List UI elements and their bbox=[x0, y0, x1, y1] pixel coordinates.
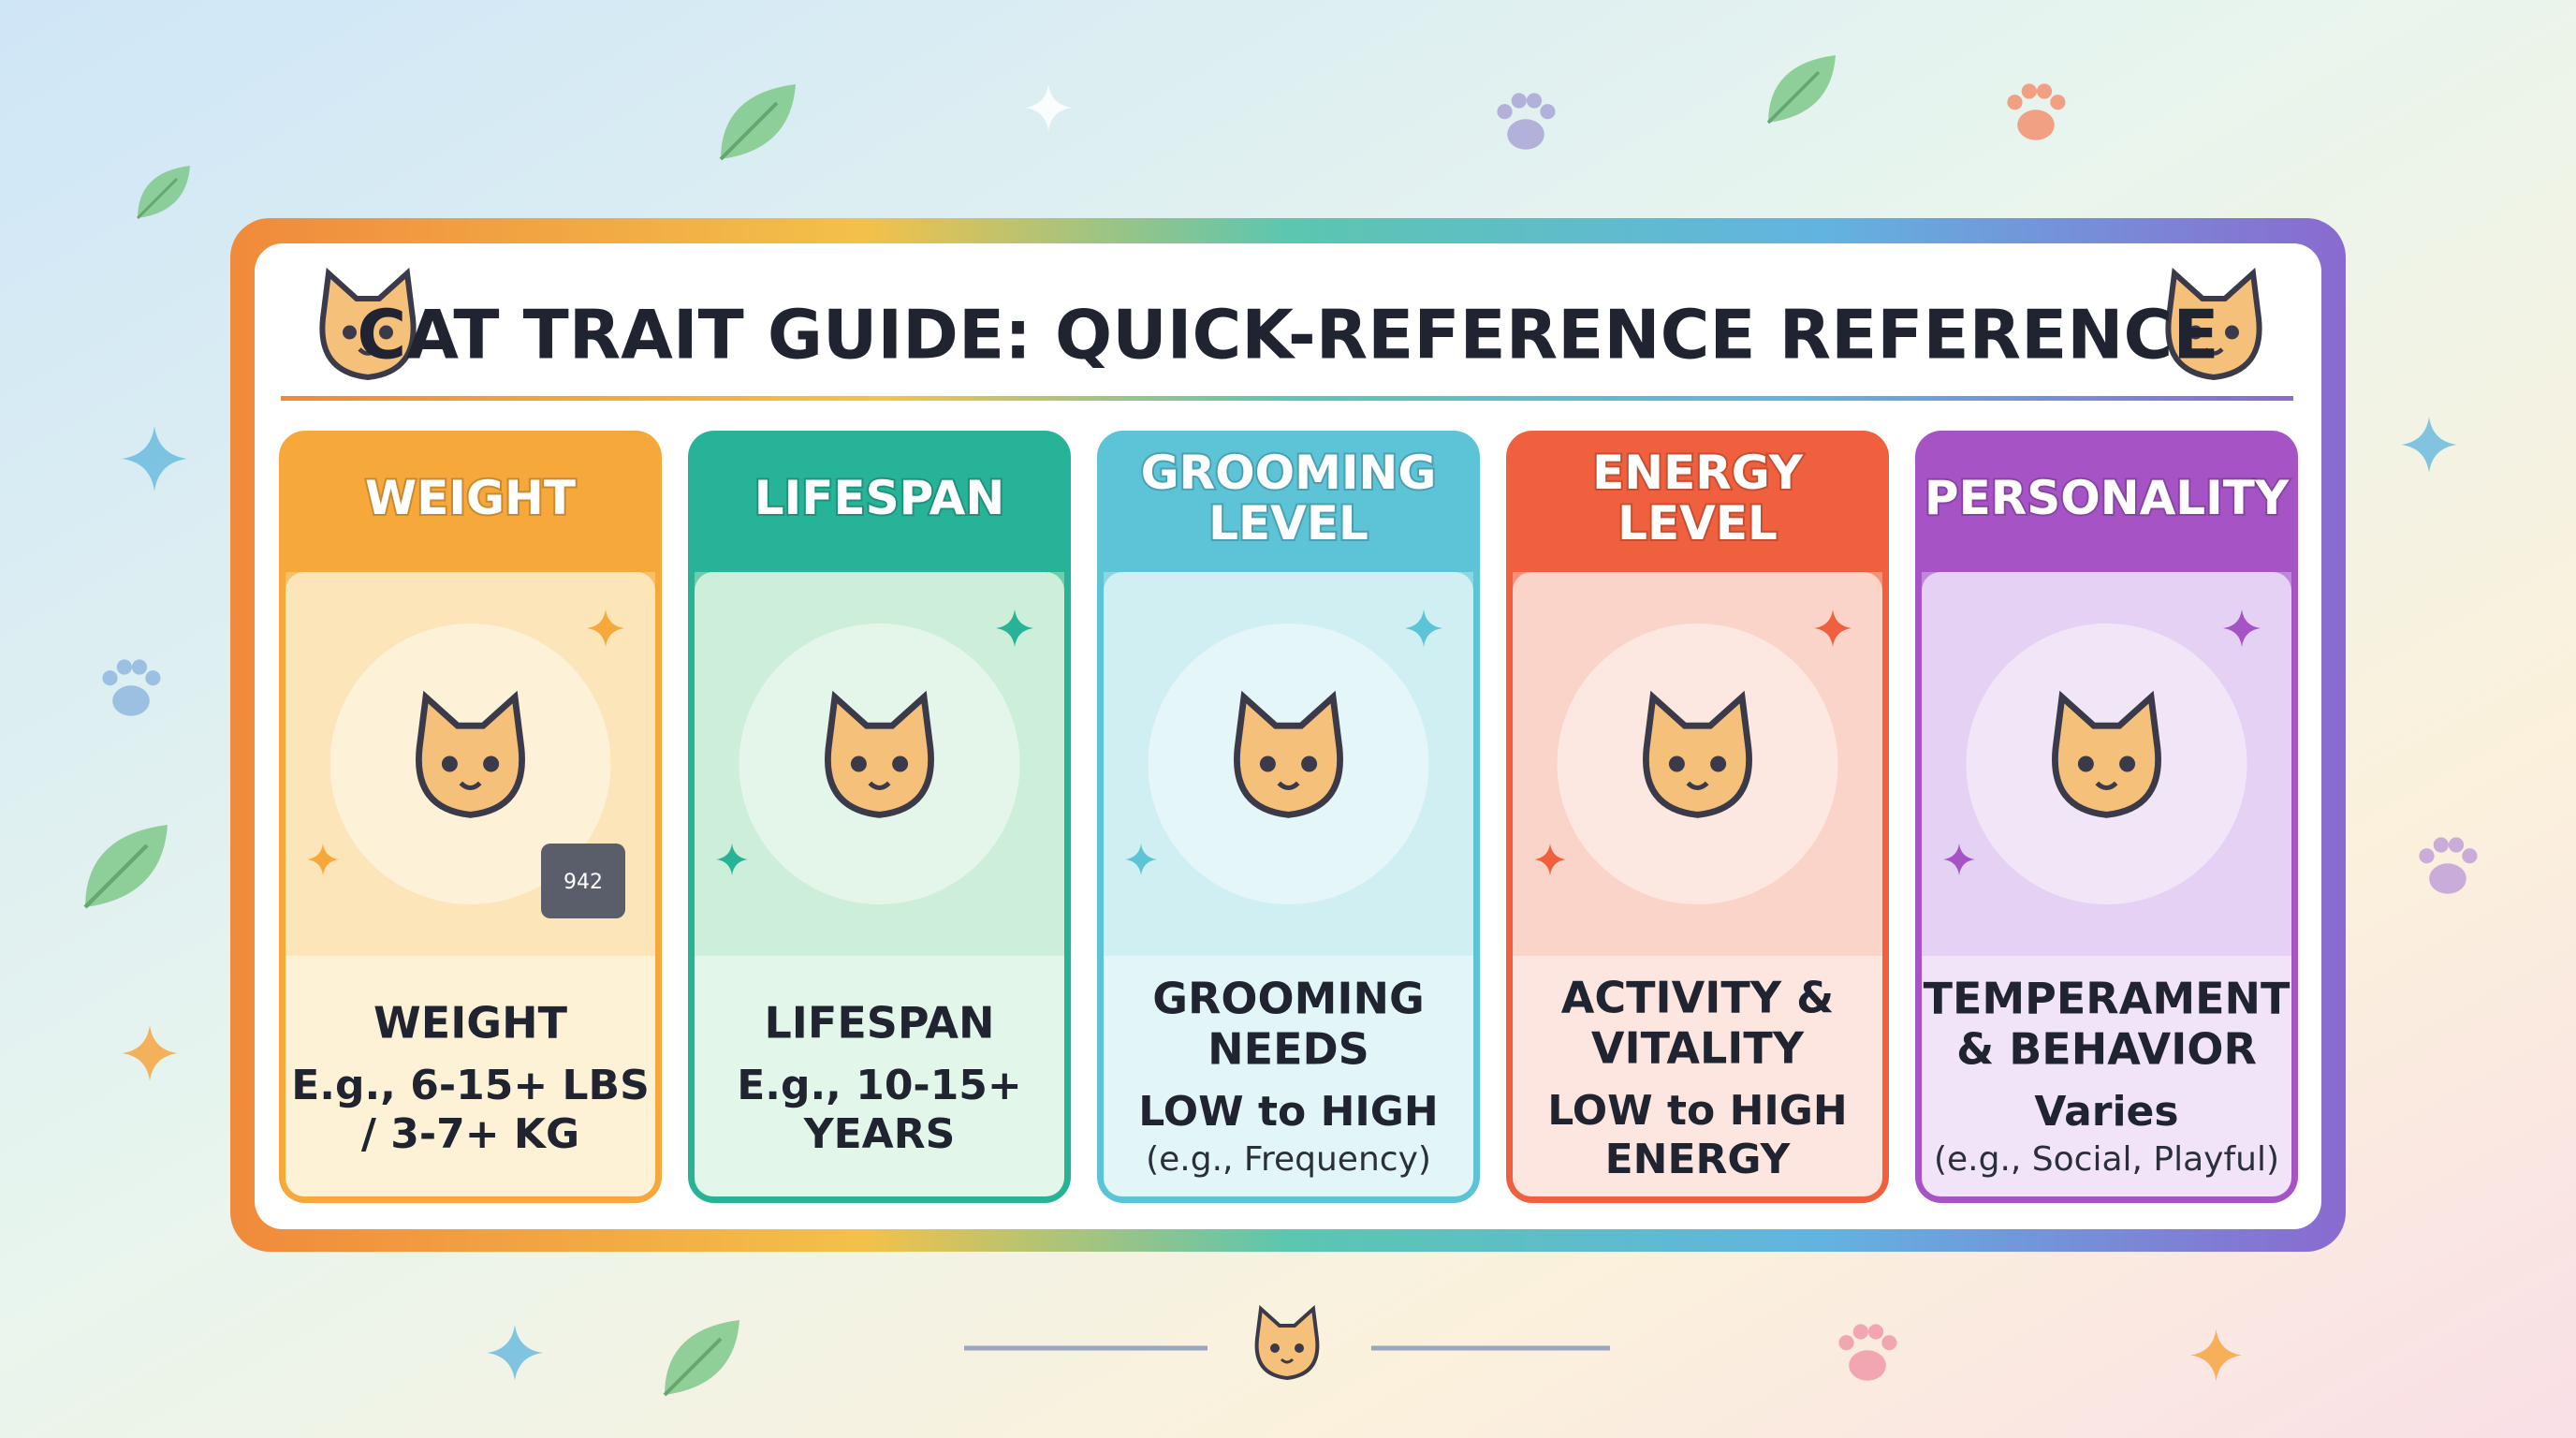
card-label: TEMPERAMENT bbox=[1924, 974, 2291, 1024]
card-header: LIFESPAN bbox=[754, 471, 1004, 525]
trait-card: PERSONALITY TEMPERAMENT& BEHAVIOR Varies (e… bbox=[1915, 431, 2298, 1203]
card-value: E.g., 10-15+ bbox=[737, 1062, 1022, 1109]
card-label: GROOMING bbox=[1152, 974, 1425, 1024]
card-label: ACTIVITY & bbox=[1561, 973, 1834, 1023]
weight-label: 942 bbox=[564, 871, 603, 894]
card-header: GROOMING bbox=[1141, 446, 1437, 500]
card-header: LEVEL bbox=[1617, 496, 1778, 550]
card-value: E.g., 6-15+ LBS bbox=[291, 1062, 650, 1109]
card-label: VITALITY bbox=[1591, 1023, 1805, 1074]
card-value: LOW to HIGH bbox=[1138, 1088, 1438, 1136]
card-header: WEIGHT bbox=[365, 471, 576, 525]
card-header: LEVEL bbox=[1208, 496, 1368, 550]
trait-card: LIFESPAN LIFESPAN E.g., 10-15+YEARS bbox=[688, 431, 1071, 1203]
card-value: ENERGY bbox=[1605, 1136, 1792, 1183]
card-note: (e.g., Frequency) bbox=[1146, 1140, 1431, 1179]
card-value: LOW to HIGH bbox=[1547, 1087, 1847, 1135]
scale-weight bbox=[541, 844, 625, 918]
title: CAT TRAIT GUIDE: QUICK-REFERENCE REFEREN… bbox=[357, 296, 2218, 374]
card-header: ENERGY bbox=[1592, 446, 1804, 500]
card-label: & BEHAVIOR bbox=[1956, 1024, 2257, 1075]
cards: 942 WEIGHT WEIGHT E.g., 6-15+ LBS/ 3-7+ KG L… bbox=[279, 431, 2298, 1203]
card-value: Varies bbox=[2034, 1088, 2178, 1136]
card-label: NEEDS bbox=[1208, 1024, 1369, 1075]
bottom-ornament bbox=[964, 1309, 1610, 1378]
trait-card: 942 WEIGHT WEIGHT E.g., 6-15+ LBS/ 3-7+ KG bbox=[279, 431, 662, 1203]
title-underline bbox=[281, 396, 2293, 401]
card-value: YEARS bbox=[803, 1110, 956, 1158]
card-note: (e.g., Social, Playful) bbox=[1934, 1140, 2279, 1179]
card-label: LIFESPAN bbox=[765, 998, 995, 1049]
card-header: PERSONALITY bbox=[1925, 471, 2290, 525]
card-value: / 3-7+ KG bbox=[361, 1110, 579, 1158]
card-label: WEIGHT bbox=[373, 998, 568, 1049]
